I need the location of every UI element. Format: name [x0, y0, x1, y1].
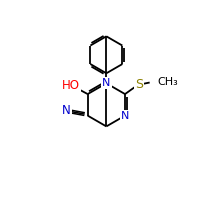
Text: N: N	[121, 111, 129, 121]
Text: S: S	[135, 78, 143, 91]
Text: N: N	[102, 78, 111, 88]
Text: CH₃: CH₃	[157, 77, 178, 87]
Text: N: N	[62, 104, 70, 117]
Text: HO: HO	[62, 79, 80, 92]
